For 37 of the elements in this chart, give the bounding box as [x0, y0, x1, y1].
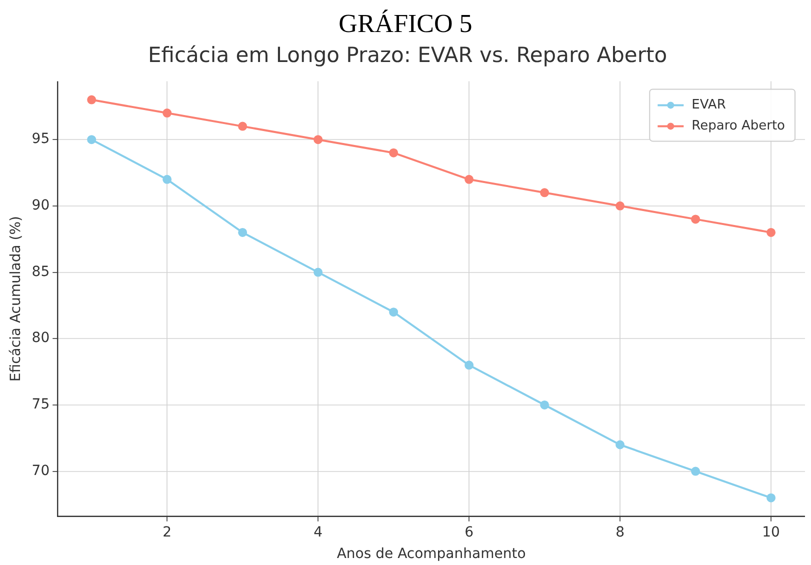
y-tick-label: 95 — [32, 131, 50, 148]
legend-label: EVAR — [692, 98, 726, 113]
point — [616, 201, 625, 210]
point — [389, 308, 398, 317]
point — [238, 122, 248, 131]
point — [389, 148, 398, 158]
x-tick-label: 6 — [464, 524, 474, 540]
point — [464, 360, 474, 370]
point — [766, 493, 776, 502]
point — [162, 174, 172, 184]
chart-subtitle: Eficácia em Longo Prazo: EVAR vs. Reparo Aberto — [148, 43, 668, 68]
y-tick-label: 80 — [32, 330, 50, 346]
point — [616, 440, 625, 450]
x-tick-label: 8 — [616, 524, 624, 540]
legend-label: Reparo Aberto — [692, 118, 786, 134]
point — [691, 214, 700, 224]
chart-title: GRÁFICO 5 — [338, 8, 474, 40]
point — [87, 135, 96, 144]
point — [162, 108, 172, 118]
point — [540, 188, 550, 198]
y-tick-label: 90 — [32, 198, 50, 214]
x-tick-label: 4 — [314, 524, 323, 540]
point — [464, 174, 474, 184]
point — [238, 228, 248, 237]
point — [691, 466, 700, 476]
point — [314, 268, 323, 277]
y-tick-label: 70 — [32, 462, 50, 479]
y-tick-label: 85 — [32, 264, 50, 280]
point — [540, 400, 550, 410]
y-axis-title: Eficácia Acumulada (%) — [8, 216, 24, 382]
y-tick-label: 75 — [32, 396, 50, 413]
point — [314, 135, 323, 144]
x-tick-label: 2 — [162, 524, 172, 540]
point — [87, 95, 96, 104]
x-axis-title: Anos de Acompanhamento — [336, 546, 526, 562]
x-tick-label: 10 — [762, 524, 780, 540]
point — [766, 228, 776, 237]
